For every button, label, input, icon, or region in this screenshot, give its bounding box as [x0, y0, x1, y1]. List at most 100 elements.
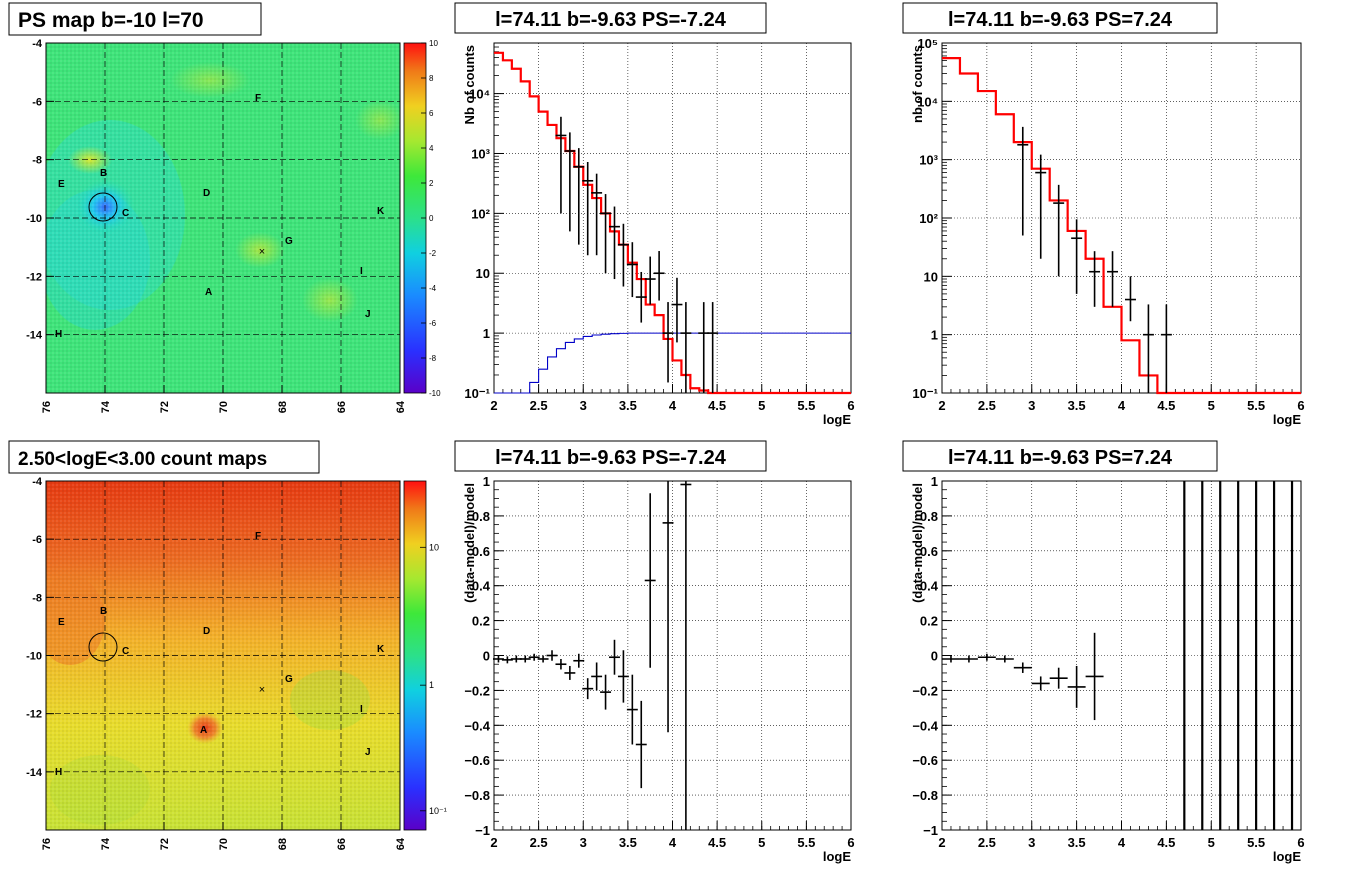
count-map-colorbar-ticks: 10 1 10⁻¹ — [420, 542, 447, 816]
chart-y-tick-label: 0.2 — [472, 614, 490, 629]
chart-x-tick-label: 3.5 — [619, 835, 637, 850]
chart-x-tick-label: 5.5 — [797, 835, 815, 850]
count-map-label-C: C — [122, 646, 129, 657]
count-map-label-H: H — [55, 767, 62, 778]
chart-x-axis-label: logE — [823, 412, 851, 427]
chart-y-tick-label: 10⁻¹ — [464, 386, 490, 401]
chart-x-tick-label: 3 — [580, 398, 587, 413]
chart-x-tick-label: 6 — [1297, 835, 1304, 850]
chart-y-tick-label: −1 — [475, 823, 490, 838]
chart-y-tick-label: 0 — [931, 649, 938, 664]
map-label-G: G — [285, 236, 293, 247]
count-map-title: 2.50<logE<3.00 count maps — [18, 449, 267, 470]
map-x-tick-label: 70 — [218, 401, 230, 413]
map-y-tick-label: -8 — [32, 592, 42, 604]
chart-y-tick-label: 10⁴ — [917, 94, 938, 109]
ps-map-panel: 76 74 72 70 68 66 64-4-6-8-10-12-14 A B C D E … — [8, 2, 441, 413]
map-label-E-top: F — [255, 93, 261, 104]
map-y-tick-label: -6 — [32, 96, 42, 108]
count-map-label-A: A — [200, 725, 207, 736]
map-x-tick-label: 66 — [336, 838, 348, 850]
chart-x-tick-label: 3.5 — [1068, 835, 1086, 850]
chart-x-axis-label: logE — [1273, 412, 1301, 427]
chart-y-tick-label: −0.2 — [464, 683, 490, 698]
count-map-label-G: G — [285, 674, 293, 685]
chart-panel-2: 2 2.5 3 3.5 4 4.5 5 5.5 6 10⁻¹ 1 10 10² 10³ 10⁴ 10⁵ logE… — [902, 2, 1305, 427]
chart-y-tick-label: −0.6 — [464, 753, 490, 768]
chart-title: l=74.11 b=-9.63 PS=7.24 — [948, 9, 1173, 31]
charts-layer: 2 2.5 3 3.5 4 4.5 5 5.5 610⁻¹11010²10³10⁴logENb … — [454, 2, 1305, 864]
chart-title-box — [902, 2, 1218, 34]
colorbar-tick-label: -6 — [429, 319, 437, 328]
chart-y-tick-label: 0.6 — [920, 544, 938, 559]
chart-x-tick-label: 5.5 — [1247, 835, 1265, 850]
chart-y-axis-label: (data-model)/model — [462, 483, 477, 603]
ps-map-colorbar-ticks: 10 8 6 4 2 0 -2 -4 -6 -8 -10 — [421, 39, 441, 398]
chart-x-tick-label: 6 — [847, 398, 854, 413]
ps-map-title: PS map b=-10 l=70 — [18, 9, 204, 32]
chart-x-tick-label: 3 — [1028, 835, 1035, 850]
chart-y-tick-label: 1 — [931, 328, 938, 343]
chart-y-axis-label: Nb of counts — [462, 45, 477, 124]
count-map-label-B: B — [100, 606, 107, 617]
chart-x-tick-label: 3 — [1028, 398, 1035, 413]
chart-y-tick-label: −0.4 — [464, 718, 490, 733]
ps-map-ticks: 76 74 72 70 68 66 64 -4 -6 -8 -10 -12 -14 — [26, 38, 407, 413]
chart-y-tick-label: 0.2 — [920, 614, 938, 629]
chart-y-tick-label: 10⁵ — [917, 36, 938, 51]
chart-title: l=74.11 b=-9.63 PS=7.24 — [948, 447, 1173, 469]
chart-x-tick-label: 5 — [1208, 835, 1215, 850]
chart-panel-4: 2 2.5 3 3.5 4 4.5 5 5.5 6 −1 −0.8 −0.6 −0.4 −0.2 0 0.2 0… — [902, 440, 1305, 864]
colorbar-tick-label: 0 — [429, 214, 434, 223]
chart-y-tick-label: 1 — [483, 474, 490, 489]
map-x-tick-label: 66 — [336, 401, 348, 413]
chart-title-box — [902, 440, 1218, 472]
count-map-label-I: I — [360, 704, 363, 715]
count-map-grid — [45, 481, 401, 830]
count-map-label-K: K — [377, 644, 385, 655]
colorbar-tick-label: -4 — [429, 284, 437, 293]
colorbar-tick-label: 6 — [429, 109, 434, 118]
chart-x-tick-label: 3 — [580, 835, 587, 850]
map-x-tick-label: 72 — [159, 401, 171, 413]
count-map-colorbar — [403, 480, 427, 831]
chart-y-tick-label: −1 — [923, 823, 938, 838]
map-y-tick-label: -4 — [32, 38, 43, 50]
chart-x-tick-label: 2 — [490, 398, 497, 413]
count-map-title-box — [8, 440, 320, 474]
chart-y-tick-label: 0.8 — [472, 509, 490, 524]
chart-y-tick-label: 1 — [931, 474, 938, 489]
chart-x-tick-label: 2.5 — [530, 398, 548, 413]
map-label-I: I — [360, 266, 363, 277]
chart-x-tick-label: 4.5 — [1157, 398, 1175, 413]
chart-y-tick-label: 10 — [924, 269, 938, 284]
ps-map-title-box — [8, 2, 262, 36]
map-x-tick-label: 64 — [395, 837, 407, 850]
map-x-tick-label: 68 — [277, 838, 289, 850]
colorbar-tick-label: 1 — [429, 680, 434, 690]
map-label-D: D — [203, 188, 210, 199]
chart-x-axis-label: logE — [1273, 849, 1301, 864]
count-map-label-E-top: F — [255, 531, 261, 542]
chart-y-tick-label: 10³ — [919, 153, 938, 168]
chart-x-tick-label: 5 — [758, 835, 765, 850]
map-y-tick-label: -10 — [26, 651, 42, 663]
chart-x-tick-label: 4 — [669, 398, 677, 413]
map-label-K: K — [377, 206, 385, 217]
chart-x-tick-label: 2.5 — [978, 835, 996, 850]
chart-x-tick-label: 4.5 — [1157, 835, 1175, 850]
chart-x-tick-label: 2 — [938, 835, 945, 850]
count-map-cross-marker: × — [259, 684, 265, 696]
colorbar-tick-label: 4 — [429, 144, 434, 153]
chart-y-tick-label: 10⁻¹ — [912, 386, 938, 401]
count-map-label-E-left: E — [58, 617, 65, 628]
chart-x-tick-label: 3.5 — [1068, 398, 1086, 413]
count-map-label-D: D — [203, 626, 210, 637]
chart-y-axis-label: nb of counts — [910, 45, 925, 123]
map-x-tick-label: 72 — [159, 838, 171, 850]
chart-x-axis-label: logE — [823, 849, 851, 864]
chart-y-tick-label: 10³ — [471, 146, 490, 161]
chart-y-tick-label: 1 — [483, 326, 490, 341]
map-y-tick-label: -10 — [26, 213, 42, 225]
